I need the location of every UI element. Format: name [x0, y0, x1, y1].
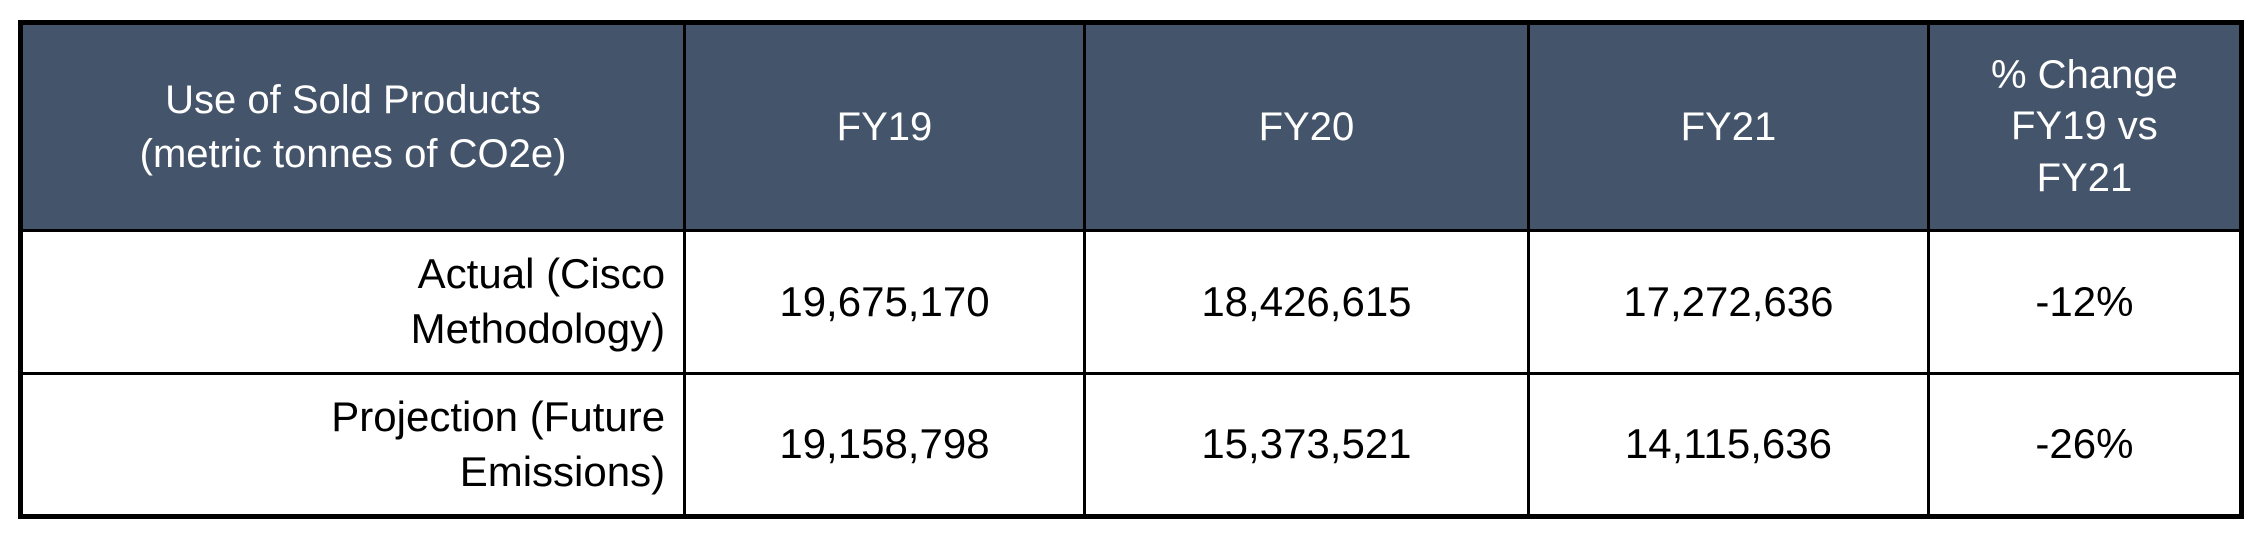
cell-projection-fy20: 15,373,521	[1082, 372, 1531, 518]
table-header: Use of Sold Products (metric tonnes of C…	[18, 21, 2244, 232]
use-of-sold-products-table: Use of Sold Products (metric tonnes of C…	[18, 20, 2244, 519]
table-row-actual: Actual (Cisco Methodology) 19,675,170 18…	[18, 229, 2244, 375]
cell-actual-fy19: 19,675,170	[683, 229, 1086, 375]
header-fy20: FY20	[1082, 21, 1531, 232]
table-row-projection: Projection (Future Emissions) 19,158,798…	[18, 372, 2244, 518]
cell-actual-fy21: 17,272,636	[1527, 229, 1930, 375]
cell-projection-fy19: 19,158,798	[683, 372, 1086, 518]
header-fy21: FY21	[1527, 21, 1930, 232]
table-body: Actual (Cisco Methodology) 19,675,170 18…	[18, 229, 2244, 518]
cell-projection-change: -26%	[1926, 372, 2244, 518]
row-label-actual: Actual (Cisco Methodology)	[18, 229, 687, 375]
header-use-of-sold-products: Use of Sold Products (metric tonnes of C…	[18, 21, 687, 232]
cell-projection-fy21: 14,115,636	[1527, 372, 1930, 518]
row-label-projection: Projection (Future Emissions)	[18, 372, 687, 518]
header-row: Use of Sold Products (metric tonnes of C…	[18, 21, 2244, 232]
header-percent-change: % Change FY19 vs FY21	[1926, 21, 2244, 232]
cell-actual-change: -12%	[1926, 229, 2244, 375]
header-fy19: FY19	[683, 21, 1086, 232]
cell-actual-fy20: 18,426,615	[1082, 229, 1531, 375]
